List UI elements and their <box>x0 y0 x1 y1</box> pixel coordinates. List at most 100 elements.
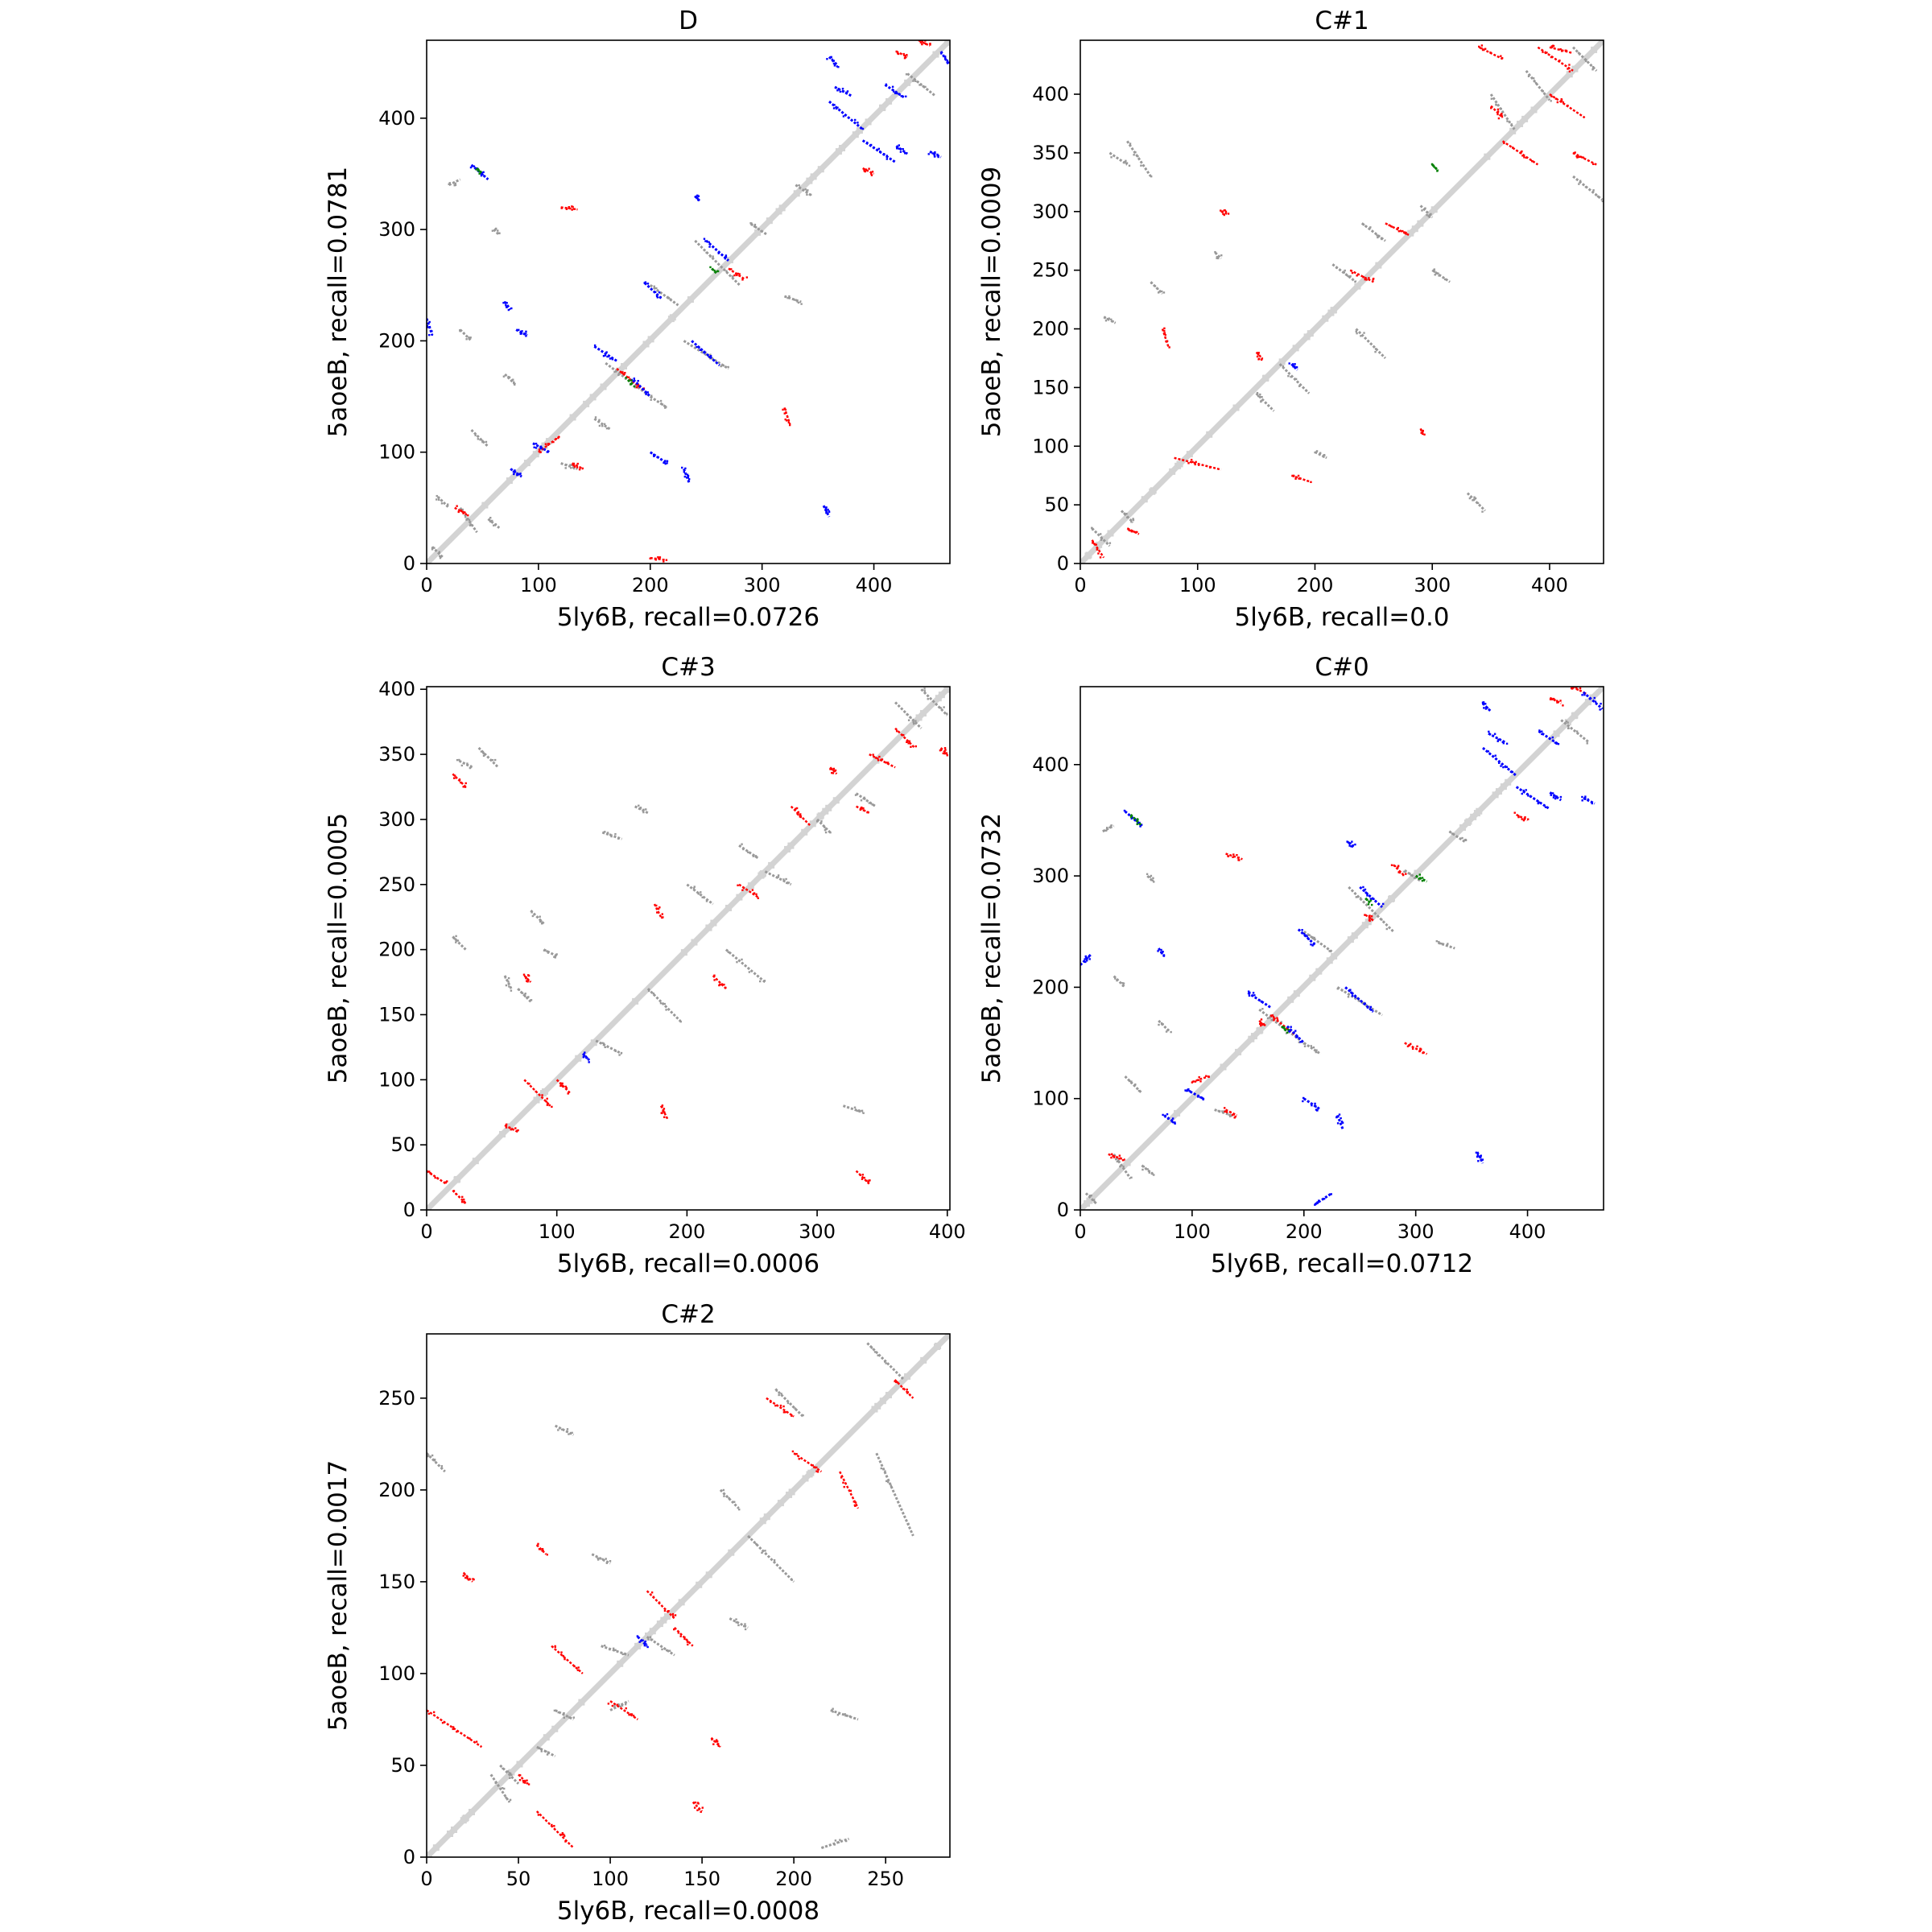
grey-contact-point <box>733 1501 736 1503</box>
diagonal-point <box>778 204 786 212</box>
blue-contact-point <box>513 473 515 476</box>
grey-contact-point <box>546 950 548 952</box>
red-contact-point <box>811 1464 814 1467</box>
blue-contact-point <box>1350 991 1352 993</box>
grey-contact-point <box>440 1465 444 1468</box>
blue-contact-point <box>1494 754 1496 757</box>
grey-contact-point <box>1313 936 1315 939</box>
grey-contact-point <box>939 707 942 709</box>
grey-contact-point <box>617 374 620 377</box>
red-contact-point <box>1368 919 1371 922</box>
red-contact-point <box>522 973 526 976</box>
red-contact-point <box>576 466 579 469</box>
red-contact-point <box>1110 1156 1113 1159</box>
red-contact-point <box>720 983 724 985</box>
green-contact <box>1129 813 1143 827</box>
blue-contact-point <box>1084 955 1087 958</box>
grey-contact-point <box>1596 195 1600 198</box>
y-tick-label: 250 <box>378 873 415 896</box>
red-contact-point <box>1260 1022 1263 1025</box>
grey-contact-point <box>1443 278 1447 281</box>
grey-contact-point <box>502 1767 504 1770</box>
grey-contact-point <box>652 992 654 995</box>
grey-contact-point <box>822 1846 824 1849</box>
blue-contact-point <box>638 1641 641 1643</box>
blue-contact-point <box>703 351 705 354</box>
diagonal-point <box>839 144 846 151</box>
red-contact-point <box>637 383 640 386</box>
red-contact-point <box>872 753 874 756</box>
blue-contact-point <box>1521 792 1523 795</box>
grey-contact-point <box>1314 451 1316 454</box>
grey-contact-point <box>625 1703 627 1706</box>
diagonal-point <box>667 316 675 323</box>
red-contact-point <box>894 1380 896 1383</box>
grey-contact-point <box>919 84 921 86</box>
grey-contact <box>694 239 741 287</box>
blue-contact-point <box>602 354 605 357</box>
grey-contact-point <box>1154 285 1157 287</box>
blue-contact-point <box>832 62 836 65</box>
red-contact-point <box>1263 1024 1266 1026</box>
red-contact-point <box>576 462 579 465</box>
grey-contact-point <box>436 498 438 501</box>
grey-contact-point <box>870 1347 873 1349</box>
red-contact-point <box>1531 159 1534 163</box>
grey-contact-point <box>836 1714 840 1716</box>
red-contact-point <box>553 1825 555 1827</box>
blue-contact-point <box>546 451 549 453</box>
grey-contact-point <box>873 1351 877 1353</box>
y-tick-label: 200 <box>378 1479 415 1501</box>
red-contact-point <box>1368 915 1371 918</box>
red-contact-point <box>577 1666 580 1669</box>
red-contact-point <box>832 772 835 774</box>
red-contact-point <box>1500 55 1502 57</box>
grey-contact-point <box>1438 940 1440 943</box>
red-contact-point <box>902 1388 905 1390</box>
blue-contact-point <box>611 358 614 361</box>
red-contact <box>1572 151 1597 166</box>
blue-contact-point <box>1476 1155 1479 1158</box>
blue-contact-point <box>1366 894 1368 897</box>
green-contact-point <box>1137 818 1139 821</box>
red-contact-point <box>563 1833 565 1836</box>
green-contact-point <box>1129 815 1133 819</box>
grey-contact-point <box>510 989 513 992</box>
red-contact-point <box>782 1411 786 1414</box>
red-contact-point <box>1119 1157 1122 1160</box>
red-contact-point <box>1565 49 1568 52</box>
red-contact-point <box>657 555 659 559</box>
blue-contact-point <box>1352 844 1355 847</box>
blue-contact-point <box>1295 365 1298 369</box>
grey-contact-point <box>493 524 495 526</box>
grey-contact-point <box>513 381 515 383</box>
blue-contact-point <box>1551 792 1554 795</box>
red-contact-point <box>755 893 758 896</box>
diagonal-point <box>1463 819 1471 827</box>
blue-contact-point <box>697 195 700 197</box>
axes-frame <box>426 1333 951 1858</box>
red-contact-point <box>1262 1023 1265 1026</box>
blue-contact-point <box>842 90 845 93</box>
grey-contact-point <box>1128 164 1131 167</box>
blue-contact-point <box>512 470 515 473</box>
grey-contact <box>591 1553 611 1565</box>
blue-contact-point <box>683 471 686 473</box>
grey-contact-point <box>1166 1028 1170 1031</box>
red-contact-point <box>1402 873 1405 877</box>
grey-contact-point <box>1586 742 1588 745</box>
blue-contact-point <box>1351 840 1353 843</box>
grey-contact-point <box>1565 720 1568 723</box>
blue-contact <box>1080 952 1092 966</box>
blue-contact-point <box>1511 770 1514 774</box>
red-contact-point <box>537 1542 539 1546</box>
grey-contact-point <box>502 1786 504 1790</box>
red-contact-point <box>1229 1111 1232 1113</box>
red-contact-point <box>757 897 759 899</box>
diagonal-point <box>569 414 576 421</box>
red-contact-point <box>687 1643 689 1646</box>
red-contact-point <box>1501 115 1504 118</box>
blue-contact-point <box>583 1055 585 1057</box>
blue-contact-point <box>836 89 839 92</box>
